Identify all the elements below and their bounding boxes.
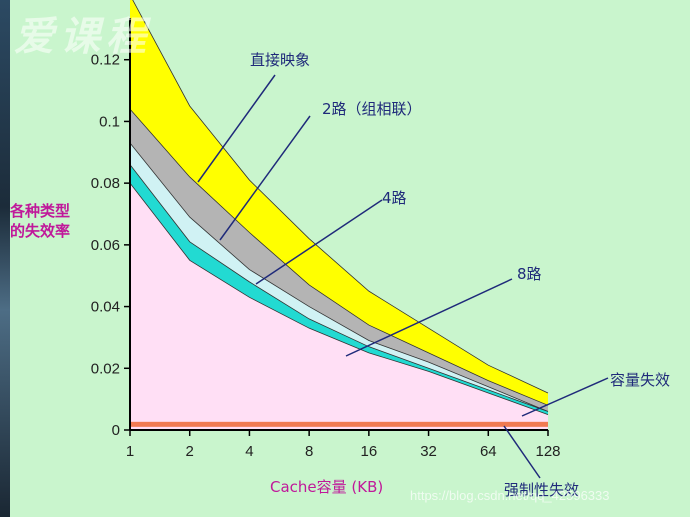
annotation-8-way: 8路: [517, 265, 542, 283]
x-tick-label: 128: [535, 443, 560, 460]
watermark-logo: 爱课程: [14, 13, 152, 60]
x-tick-label: 64: [480, 443, 497, 460]
annotation-4-way-leader: [255, 199, 383, 285]
x-tick-label: 16: [361, 443, 378, 460]
capacity-miss-band: [130, 183, 548, 430]
annotation-capacity-miss-leader: [521, 377, 609, 417]
slide: 0 0.02 0.04 0.06 0.08 0.1 0.12 1 2 4 8 16 32 64 128 直接…: [10, 0, 690, 517]
annotation-2-way: 2路（组相联）: [322, 100, 422, 118]
x-tick-label: 8: [305, 443, 313, 460]
annotation-2-way-leader: [219, 115, 311, 241]
x-tick-label: 1: [126, 443, 134, 460]
annotation-compulsory-miss-leader: [503, 425, 541, 479]
y-axis-label-line1: 各种类型: [10, 202, 70, 220]
y-tick-label: 0.1: [99, 113, 120, 130]
band-layer: [129, 0, 549, 430]
annotation-capacity-miss: 容量失效: [610, 371, 670, 389]
tick-layer: 0 0.02 0.04 0.06 0.08 0.1 0.12 1 2 4 8 16 32 64 128: [91, 52, 561, 460]
y-tick-label: 0.08: [91, 175, 120, 192]
capacity-miss-band-edge: [129, 182, 549, 415]
y-tick-label: 0.12: [91, 52, 120, 69]
annotation-direct-mapped: 直接映象: [250, 51, 310, 69]
x-axis-label: Cache容量 (KB): [270, 478, 383, 496]
y-axis-label-line2: 的失效率: [10, 222, 70, 240]
x-tick-label: 4: [245, 443, 253, 460]
y-tick-label: 0: [112, 422, 120, 439]
compulsory-miss-band: [130, 421, 548, 427]
annotation-compulsory-miss: 强制性失效: [504, 481, 579, 499]
annotation-8-way-leader: [345, 278, 513, 357]
direct-mapped-band-edge: [132, 0, 549, 394]
watermark-layer: 爱课程 https://blog.csdn.net/qq_42596333: [14, 13, 610, 503]
annotation-direct-mapped-leader: [197, 74, 276, 183]
2-way-band-edge: [129, 108, 549, 406]
y-tick-label: 0.06: [91, 237, 120, 254]
x-tick-label: 2: [186, 443, 194, 460]
axes-layer: [129, 18, 548, 431]
x-tick-label: 32: [420, 443, 437, 460]
8-way-band-edge: [129, 164, 549, 412]
watermark-url: https://blog.csdn.net/qq_42596333: [410, 488, 610, 503]
miss-rate-chart: 0 0.02 0.04 0.06 0.08 0.1 0.12 1 2 4 8 16 32 64 128 直接…: [10, 0, 670, 503]
4-way-band-edge: [129, 142, 549, 412]
background-window-strip: [0, 0, 10, 517]
y-tick-label: 0.04: [91, 299, 120, 316]
y-tick-label: 0.02: [91, 360, 120, 377]
annotation-4-way: 4路: [382, 189, 407, 207]
